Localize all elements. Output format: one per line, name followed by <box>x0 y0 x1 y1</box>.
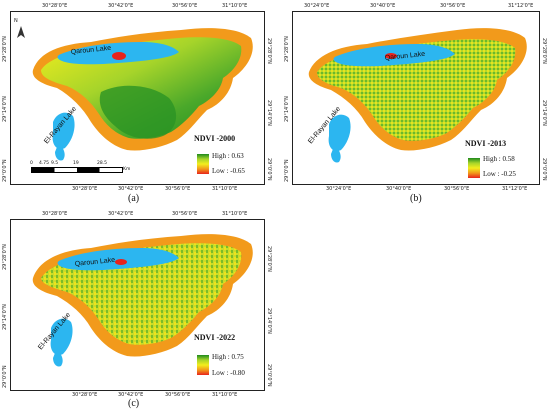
left-coord: 29°28'0"N <box>2 36 8 62</box>
top-coord: 31°10'0"E <box>222 211 248 217</box>
right-coord: 29°14'0"N <box>541 100 547 126</box>
right-coord: 29°0'0"N <box>541 158 547 181</box>
ndvi-title: NDVI -2000 <box>194 134 236 143</box>
map-frame: Qaroun Lake El-Rayan Lake NDVI -2022 Hig… <box>10 219 265 391</box>
ndvi-title: NDVI -2022 <box>194 333 236 342</box>
map-panel-a: 30°28'0"E 30°42'0"E 30°56'0"E 31°10'0"E … <box>0 0 275 205</box>
map-panel-b: 30°24'0"E 30°40'0"E 30°56'0"E 31°12'0"E … <box>282 0 550 205</box>
legend-low: Low : -0.65 <box>212 167 245 175</box>
left-coord: 29°14'0"N <box>2 304 8 330</box>
left-coord: 29°28'0"N <box>284 36 290 62</box>
top-coord: 30°42'0"E <box>108 3 134 9</box>
top-coord: 30°28'0"E <box>42 3 68 9</box>
north-arrow <box>16 26 26 40</box>
bottom-coord: 30°40'0"E <box>386 186 412 192</box>
panel-caption: (b) <box>410 193 422 204</box>
left-coord: 29°0'0"N <box>2 159 8 182</box>
right-coord: 29°28'0"N <box>266 246 272 272</box>
right-coord: 29°14'0"N <box>266 308 272 334</box>
bottom-coord: 30°56'0"E <box>165 392 191 398</box>
bottom-coord: 30°28'0"E <box>72 392 98 398</box>
panel-caption: (c) <box>128 398 140 409</box>
bottom-coord: 30°24'0"E <box>326 186 352 192</box>
right-coord: 29°28'0"N <box>541 38 547 64</box>
lake-label-qaroun: Qaroun Lake <box>70 45 111 56</box>
map-image: Qaroun Lake El-Rayan Lake <box>32 234 253 367</box>
scale-label: 0 <box>30 161 33 166</box>
left-coord: 29°0'0"N <box>2 365 8 388</box>
legend-high: High : 0.58 <box>483 155 515 163</box>
scale-label: 9.5 <box>51 161 59 166</box>
bottom-coord: 31°12'0"E <box>502 186 528 192</box>
top-coord: 30°56'0"E <box>172 211 198 217</box>
right-coord: 29°14'0"N <box>266 100 272 126</box>
legend-low: Low : -0.80 <box>212 369 245 377</box>
top-coord: 30°42'0"E <box>108 211 134 217</box>
top-coord: 31°12'0"E <box>508 3 534 9</box>
map-image: Qaroun Lake El-Rayan Lake <box>32 28 253 161</box>
scale-label: 28.5 <box>97 161 108 166</box>
top-coord: 30°40'0"E <box>370 3 396 9</box>
right-coord: 29°0'0"N <box>266 158 272 181</box>
scale-label: 19 <box>73 161 79 166</box>
scale-bar <box>31 167 123 173</box>
north-arrow-icon <box>17 26 25 38</box>
top-coord: 30°24'0"E <box>304 3 330 9</box>
scale-label: Km <box>123 167 131 172</box>
north-label: N <box>14 18 18 24</box>
left-coord: 29°28'0"N <box>2 244 8 270</box>
left-coord: 29°14'0"N <box>284 96 290 122</box>
scale-label: 4.75 <box>39 161 50 166</box>
right-coord: 29°28'0"N <box>266 38 272 64</box>
bottom-coord: 31°10'0"E <box>212 392 238 398</box>
bottom-coord: 30°42'0"E <box>118 186 144 192</box>
bottom-coord: 30°28'0"E <box>72 186 98 192</box>
map-frame: Qaroun Lake El-Rayan Lake N 0 4.75 9.5 1… <box>10 11 265 185</box>
bottom-coord: 30°42'0"E <box>118 392 144 398</box>
top-coord: 30°56'0"E <box>172 3 198 9</box>
map-panel-c: 30°28'0"E 30°42'0"E 30°56'0"E 31°10'0"E … <box>0 208 275 411</box>
bottom-coord: 31°10'0"E <box>212 186 238 192</box>
lake-label-qaroun: Qaroun Lake <box>74 257 115 268</box>
panel-caption: (a) <box>128 193 140 204</box>
ndvi-title: NDVI -2013 <box>465 139 507 148</box>
lake-label-qaroun: Qaroun Lake <box>384 51 425 62</box>
bottom-coord: 30°56'0"E <box>165 186 191 192</box>
legend-gradient <box>468 158 480 178</box>
legend-gradient <box>197 355 209 375</box>
top-coord: 30°28'0"E <box>42 211 68 217</box>
top-coord: 31°10'0"E <box>222 3 248 9</box>
left-coord: 29°0'0"N <box>284 159 290 182</box>
legend-high: High : 0.75 <box>212 353 244 361</box>
map-image: Qaroun Lake El-Rayan Lake <box>307 28 527 163</box>
bottom-coord: 30°56'0"E <box>444 186 470 192</box>
legend-low: Low : -0.25 <box>483 170 516 178</box>
right-coord: 29°0'0"N <box>266 364 272 387</box>
legend-gradient <box>197 154 209 174</box>
left-coord: 29°14'0"N <box>2 96 8 122</box>
map-frame: Qaroun Lake El-Rayan Lake NDVI -2013 Hig… <box>292 11 540 185</box>
top-coord: 30°56'0"E <box>440 3 466 9</box>
legend-high: High : 0.63 <box>212 152 244 160</box>
